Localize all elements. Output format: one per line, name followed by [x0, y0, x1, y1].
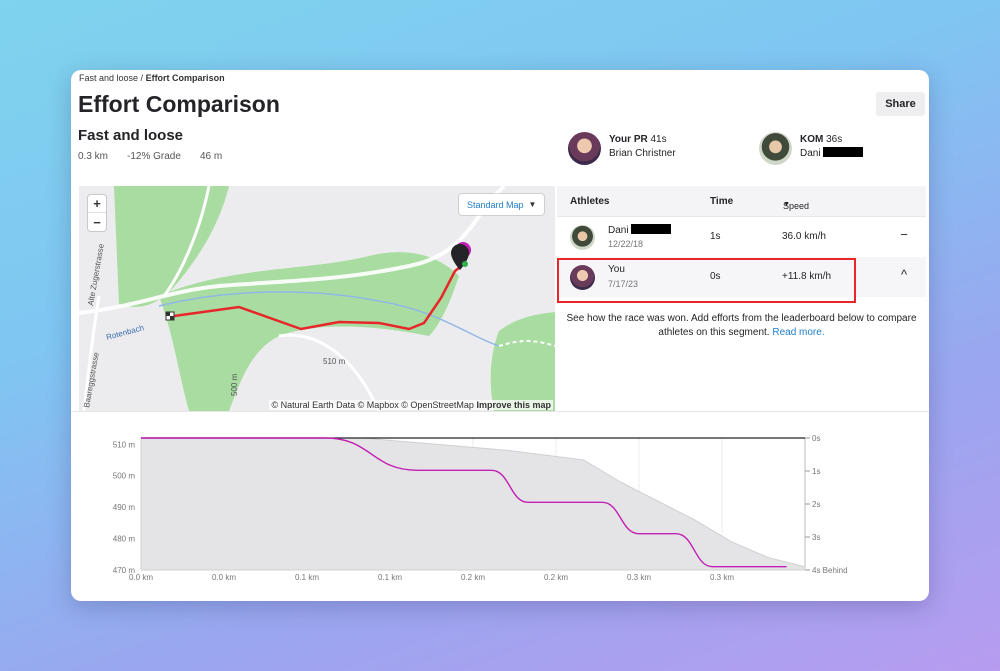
- breadcrumb-current: Effort Comparison: [145, 73, 225, 83]
- table-row[interactable]: You 7/17/23 0s +11.8 km/h ^: [557, 257, 926, 297]
- row-athlete-name[interactable]: Dani: [608, 225, 629, 236]
- avatar[interactable]: [759, 132, 792, 165]
- avatar[interactable]: [570, 225, 595, 250]
- improve-map-link[interactable]: Improve this map: [476, 400, 551, 410]
- row-date: 12/22/18: [608, 239, 644, 249]
- x-tick-label: 0.3 km: [627, 573, 651, 582]
- x-tick-label: 0.0 km: [129, 573, 153, 582]
- table-row[interactable]: Dani 12/22/18 1s 36.0 km/h −: [557, 216, 926, 256]
- elevation-profile-chart[interactable]: 510 m 500 m 490 m 480 m 470 m 0s 1s 2s 3s 4s Beh…: [79, 420, 924, 585]
- kom-summary: KOM 36s Dani: [759, 132, 863, 165]
- y-tick-label: 490 m: [113, 503, 136, 512]
- route-line: [173, 263, 465, 331]
- segment-grade: -12% Grade: [127, 151, 181, 162]
- x-tick-label: 0.1 km: [295, 573, 319, 582]
- segment-stats: 0.3 km -12% Grade 46 m: [78, 151, 222, 162]
- x-tick-label: 0.2 km: [544, 573, 568, 582]
- elevation-area: [140, 437, 806, 571]
- y-right-tick-label: 4s Behind: [812, 566, 848, 575]
- row-date: 7/17/23: [608, 279, 639, 289]
- page-title: Effort Comparison: [78, 91, 280, 117]
- comparison-board: Athletes Time Speed ▼ Dani 12/22/18 1s 3…: [557, 186, 926, 411]
- board-header: Athletes Time Speed ▼: [557, 186, 926, 216]
- effort-comparison-card: Fast and loose / Effort Comparison Effor…: [71, 70, 929, 601]
- header-athletes: Athletes: [570, 195, 610, 207]
- highlight-box: [557, 258, 856, 303]
- breadcrumb-parent[interactable]: Fast and loose: [79, 73, 139, 83]
- redaction-bar: [822, 147, 863, 157]
- row-speed: +11.8 km/h: [782, 271, 832, 282]
- map-zoom-control: + −: [88, 195, 106, 231]
- breadcrumb: Fast and loose / Effort Comparison: [79, 73, 225, 83]
- share-button[interactable]: Share: [876, 92, 925, 116]
- chart-canvas: 510 m 500 m 490 m 480 m 470 m 0s 1s 2s 3s 4s Beh…: [113, 434, 848, 582]
- header-time: Time: [710, 195, 734, 207]
- map-style-label: Standard Map: [467, 199, 524, 210]
- time-behind-line: [141, 437, 787, 568]
- map-style-dropdown[interactable]: Standard Map ▼: [459, 194, 545, 215]
- avatar[interactable]: [568, 132, 601, 165]
- zoom-out-button[interactable]: −: [93, 214, 101, 230]
- kom-athlete[interactable]: Dani: [800, 148, 821, 159]
- segment-distance: 0.3 km: [78, 151, 109, 162]
- forest-area: [490, 312, 555, 411]
- kom-time: 36s: [826, 134, 843, 145]
- segment-name: Fast and loose: [78, 127, 184, 144]
- attribution-text: © Natural Earth Data © Mapbox © OpenStre…: [271, 400, 474, 410]
- divider: [71, 411, 929, 412]
- map-canvas: Alte Zugerstrasse Rotenbach Baareggstras…: [79, 186, 555, 411]
- y-right-tick-label: 3s: [812, 533, 820, 542]
- redaction-bar: [630, 224, 671, 234]
- map-attribution: © Natural Earth Data © Mapbox © OpenStre…: [269, 400, 553, 410]
- pr-summary: Your PR 41s Brian Christner: [568, 132, 676, 165]
- caret-down-icon: ▼: [528, 200, 537, 209]
- x-tick-label: 0.2 km: [461, 573, 485, 582]
- y-right-tick-label: 1s: [812, 467, 820, 476]
- read-more-link[interactable]: Read more.: [772, 327, 825, 338]
- zoom-in-button[interactable]: +: [88, 195, 106, 213]
- y-tick-label: 500 m: [113, 472, 136, 481]
- y-tick-label: 510 m: [113, 440, 136, 449]
- board-note: See how the race was won. Add efforts fr…: [557, 312, 926, 340]
- y-tick-label: 480 m: [113, 535, 136, 544]
- row-athlete-name[interactable]: You: [608, 264, 625, 275]
- collapse-button[interactable]: ^: [900, 267, 908, 282]
- kom-label: KOM: [800, 134, 824, 145]
- pr-time: 41s: [650, 134, 667, 145]
- breadcrumb-separator: /: [138, 73, 146, 83]
- contour-label: 500 m: [230, 373, 239, 396]
- start-point-icon: [462, 261, 468, 267]
- y-right-tick-label: 0s: [812, 434, 820, 443]
- note-text: See how the race was won. Add efforts fr…: [566, 313, 917, 338]
- x-tick-label: 0.1 km: [378, 573, 402, 582]
- forest-area: [159, 252, 459, 411]
- x-tick-label: 0.0 km: [212, 573, 236, 582]
- remove-effort-button[interactable]: −: [900, 227, 908, 242]
- caret-down-icon: ▼: [783, 201, 790, 208]
- avatar[interactable]: [570, 265, 595, 290]
- y-tick-label: 470 m: [113, 566, 136, 575]
- row-time: 1s: [710, 231, 721, 242]
- pr-athlete[interactable]: Brian Christner: [609, 148, 676, 159]
- contour-label: 510 m: [323, 357, 346, 366]
- row-speed: 36.0 km/h: [782, 231, 826, 242]
- x-tick-label: 0.3 km: [710, 573, 734, 582]
- pr-label: Your PR: [609, 134, 648, 145]
- segment-elevation: 46 m: [199, 151, 223, 162]
- row-time: 0s: [710, 271, 721, 282]
- segment-map[interactable]: Alte Zugerstrasse Rotenbach Baareggstras…: [79, 186, 555, 411]
- y-right-tick-label: 2s: [812, 500, 820, 509]
